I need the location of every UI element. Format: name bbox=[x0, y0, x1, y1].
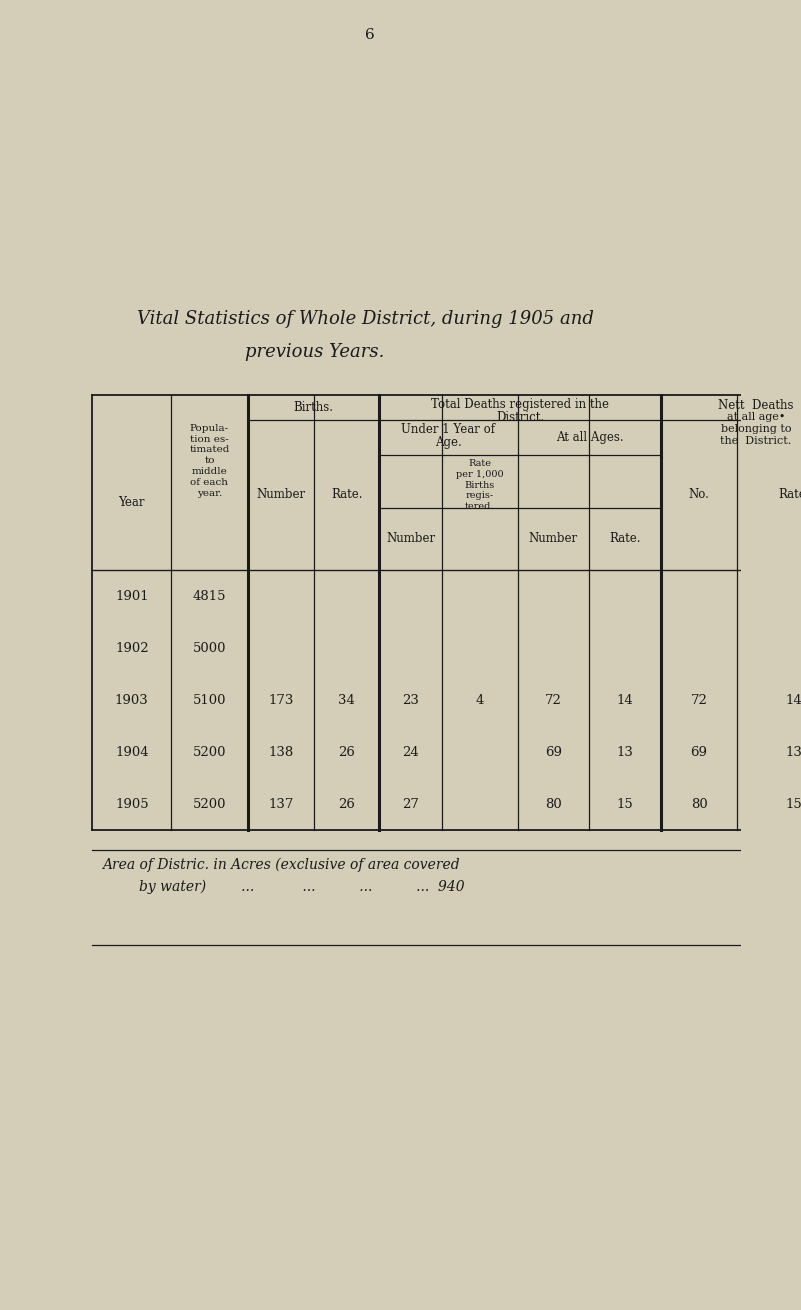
Text: Nett  Deaths: Nett Deaths bbox=[718, 400, 794, 413]
Text: at all age•: at all age• bbox=[727, 413, 785, 422]
Text: 5100: 5100 bbox=[193, 693, 226, 706]
Text: 27: 27 bbox=[402, 798, 419, 811]
Text: Total Deaths registered in the: Total Deaths registered in the bbox=[431, 398, 609, 411]
Text: Vital Statistics of Whole District, during 1905 and: Vital Statistics of Whole District, duri… bbox=[137, 310, 594, 328]
Text: belonging to: belonging to bbox=[721, 424, 791, 434]
Text: Year: Year bbox=[119, 496, 145, 510]
Text: 4: 4 bbox=[476, 693, 484, 706]
Text: 14: 14 bbox=[617, 693, 634, 706]
Text: 23: 23 bbox=[402, 693, 419, 706]
Text: 69: 69 bbox=[545, 745, 562, 758]
Text: 80: 80 bbox=[545, 798, 562, 811]
Text: by water)        ...           ...          ...          ...  940: by water) ... ... ... ... 940 bbox=[139, 880, 465, 895]
Text: Under 1 Year of: Under 1 Year of bbox=[401, 423, 496, 436]
Text: 69: 69 bbox=[690, 745, 707, 758]
Text: 34: 34 bbox=[338, 693, 355, 706]
Text: 6: 6 bbox=[365, 28, 375, 42]
Text: Rate.: Rate. bbox=[778, 489, 801, 502]
Text: the  District.: the District. bbox=[720, 436, 791, 445]
Text: Rate
per 1,000
Births
regis-
tered.: Rate per 1,000 Births regis- tered. bbox=[456, 458, 504, 511]
Text: 72: 72 bbox=[545, 693, 562, 706]
Text: Number: Number bbox=[256, 489, 306, 502]
Text: 1901: 1901 bbox=[115, 590, 148, 603]
Text: Rate.: Rate. bbox=[610, 532, 641, 545]
Text: 138: 138 bbox=[268, 745, 294, 758]
Text: Area of Distric. in Acres (exclusive of area covered: Area of Distric. in Acres (exclusive of … bbox=[102, 858, 459, 872]
Text: Number: Number bbox=[529, 532, 578, 545]
Text: No.: No. bbox=[689, 489, 710, 502]
Text: Rate.: Rate. bbox=[331, 489, 363, 502]
Text: 5000: 5000 bbox=[193, 642, 226, 655]
Text: 24: 24 bbox=[402, 745, 419, 758]
Text: 15: 15 bbox=[786, 798, 801, 811]
Text: 26: 26 bbox=[338, 798, 355, 811]
Text: 72: 72 bbox=[690, 693, 707, 706]
Text: 1904: 1904 bbox=[115, 745, 148, 758]
Text: 5200: 5200 bbox=[193, 798, 226, 811]
Text: 15: 15 bbox=[617, 798, 634, 811]
Text: 5200: 5200 bbox=[193, 745, 226, 758]
Text: 4815: 4815 bbox=[193, 590, 226, 603]
Text: 1902: 1902 bbox=[115, 642, 148, 655]
Text: 14: 14 bbox=[786, 693, 801, 706]
Text: 13: 13 bbox=[786, 745, 801, 758]
Text: 137: 137 bbox=[268, 798, 294, 811]
Text: previous Years.: previous Years. bbox=[245, 343, 384, 362]
Text: 80: 80 bbox=[690, 798, 707, 811]
Text: Number: Number bbox=[386, 532, 435, 545]
Text: Popula-
tion es-
timated
to
middle
of each
year.: Popula- tion es- timated to middle of ea… bbox=[189, 424, 230, 498]
Text: District.: District. bbox=[496, 411, 544, 424]
Text: Age.: Age. bbox=[435, 436, 462, 449]
Text: 26: 26 bbox=[338, 745, 355, 758]
Text: 1903: 1903 bbox=[115, 693, 149, 706]
Text: 1905: 1905 bbox=[115, 798, 148, 811]
Text: At all Ages.: At all Ages. bbox=[556, 431, 623, 444]
Text: Births.: Births. bbox=[293, 401, 333, 414]
Text: 173: 173 bbox=[268, 693, 294, 706]
Text: 13: 13 bbox=[617, 745, 634, 758]
